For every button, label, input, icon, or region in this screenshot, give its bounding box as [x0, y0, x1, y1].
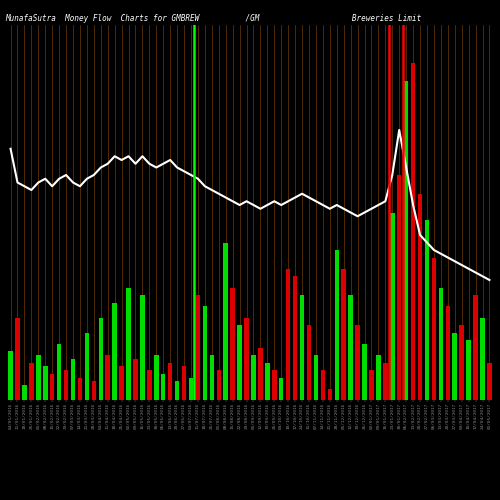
Bar — [487, 362, 492, 400]
Bar — [362, 344, 367, 400]
Text: MunafaSutra  Money Flow  Charts for GMBREW          /GM                    Brewe: MunafaSutra Money Flow Charts for GMBREW… — [5, 14, 421, 23]
Bar — [92, 382, 96, 400]
Bar — [147, 370, 152, 400]
Bar — [293, 276, 298, 400]
Bar — [78, 378, 82, 400]
Bar — [286, 269, 290, 400]
Bar — [106, 355, 110, 400]
Bar — [120, 366, 124, 400]
Bar — [196, 295, 200, 400]
Bar — [29, 362, 34, 400]
Bar — [480, 318, 485, 400]
Bar — [314, 355, 318, 400]
Bar — [418, 194, 422, 400]
Bar — [460, 325, 464, 400]
Bar — [202, 306, 207, 400]
Bar — [272, 370, 276, 400]
Bar — [383, 362, 388, 400]
Bar — [98, 318, 103, 400]
Bar — [36, 355, 40, 400]
Bar — [133, 359, 138, 400]
Bar — [397, 175, 402, 400]
Bar — [328, 389, 332, 400]
Bar — [438, 288, 443, 400]
Bar — [57, 344, 62, 400]
Bar — [474, 295, 478, 400]
Bar — [238, 325, 242, 400]
Bar — [432, 258, 436, 400]
Bar — [265, 362, 270, 400]
Bar — [126, 288, 131, 400]
Bar — [175, 382, 180, 400]
Bar — [140, 295, 144, 400]
Bar — [182, 366, 186, 400]
Bar — [258, 348, 262, 400]
Bar — [224, 242, 228, 400]
Bar — [8, 352, 13, 400]
Bar — [64, 370, 68, 400]
Bar — [230, 288, 235, 400]
Bar — [342, 269, 346, 400]
Bar — [71, 359, 76, 400]
Bar — [43, 366, 48, 400]
Bar — [446, 306, 450, 400]
Bar — [22, 385, 26, 400]
Bar — [390, 212, 394, 400]
Bar — [161, 374, 166, 400]
Bar — [84, 332, 89, 400]
Bar — [244, 318, 249, 400]
Bar — [15, 318, 20, 400]
Bar — [154, 355, 158, 400]
Bar — [348, 295, 353, 400]
Bar — [300, 295, 304, 400]
Bar — [320, 370, 325, 400]
Bar — [356, 325, 360, 400]
Bar — [369, 370, 374, 400]
Bar — [411, 62, 416, 400]
Bar — [306, 325, 311, 400]
Bar — [279, 378, 283, 400]
Bar — [466, 340, 471, 400]
Bar — [216, 370, 221, 400]
Bar — [251, 355, 256, 400]
Bar — [376, 355, 380, 400]
Bar — [189, 378, 194, 400]
Bar — [210, 355, 214, 400]
Bar — [452, 332, 457, 400]
Bar — [168, 362, 172, 400]
Bar — [50, 374, 54, 400]
Bar — [112, 302, 117, 400]
Bar — [404, 81, 408, 400]
Bar — [334, 250, 339, 400]
Bar — [424, 220, 429, 400]
